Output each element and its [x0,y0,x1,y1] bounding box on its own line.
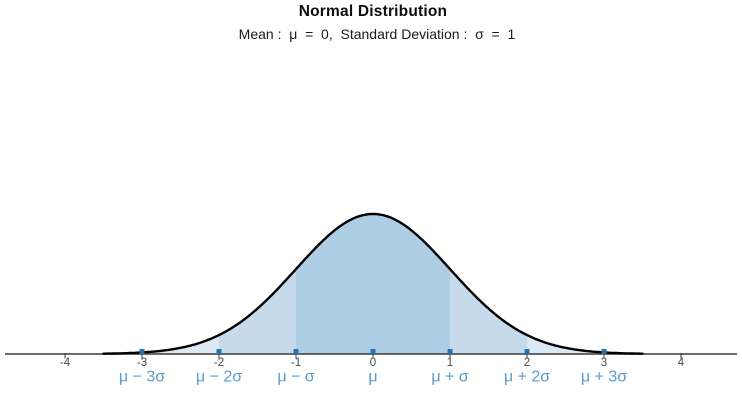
shaded-region-2-to-3 [527,335,604,354]
sigma-label: μ + 2σ [504,369,550,386]
x-tick-label: -1 [291,357,301,369]
shaded-region--1-to-1 [296,214,450,354]
shaded-region--3-to--2 [142,335,219,354]
x-tick-label: 0 [370,357,376,369]
sigma-point-marker[interactable] [601,349,607,354]
sigma-point-marker[interactable] [447,349,453,354]
x-tick-label: 4 [678,357,685,369]
chart-title: Normal Distribution [298,3,448,20]
x-tick-label: 1 [447,357,453,369]
sigma-label: μ + σ [431,369,468,386]
density-curve [102,212,644,355]
x-tick-label: -4 [60,357,71,369]
x-tick-label: 3 [601,357,607,369]
sigma-label: μ − σ [277,369,314,386]
chart-subtitle: Mean : μ = 0, Standard Deviation : σ = 1 [238,26,516,42]
x-tick-label: -2 [214,357,224,369]
sigma-label: μ − 2σ [196,369,242,386]
x-tick-label: 2 [524,357,530,369]
sigma-label: μ − 3σ [119,369,165,386]
sigma-point-marker[interactable] [139,349,145,354]
sigma-label: μ + 3σ [581,369,627,386]
x-tick-label: -3 [137,357,147,369]
sigma-point-marker[interactable] [293,349,299,354]
sigma-point-marker[interactable] [216,349,222,354]
sigma-point-marker[interactable] [370,349,376,354]
sigma-point-marker[interactable] [524,349,530,354]
sigma-label: μ [368,369,377,386]
